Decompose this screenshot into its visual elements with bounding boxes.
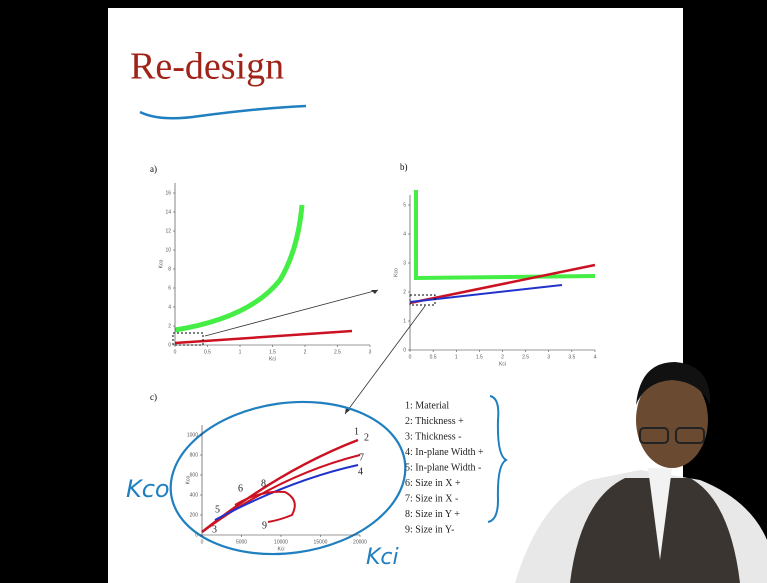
y-tick-label: 16 xyxy=(165,190,171,196)
legend-item: 2: Thickness + xyxy=(405,416,464,427)
y-tick-label: 800 xyxy=(190,452,199,458)
y-tick-label: 5 xyxy=(403,202,406,208)
x-tick-label: 15000 xyxy=(314,539,328,545)
legend-item: 9: Size in Y- xyxy=(405,524,454,535)
x-tick-label: 4 xyxy=(594,354,597,360)
legend-item: 6: Size in X + xyxy=(405,478,461,489)
x-tick-label: 3 xyxy=(547,354,550,360)
x-tick-label: 3 xyxy=(369,349,372,355)
y-tick-label: 1000 xyxy=(187,432,198,438)
x-tick-label: 0 xyxy=(201,539,204,545)
y-tick-label: 1 xyxy=(403,318,406,324)
y-tick-label: 200 xyxy=(190,512,199,518)
curve-label: 3 xyxy=(212,524,217,535)
x-tick-label: 1.5 xyxy=(476,354,483,360)
y-tick-label: 3 xyxy=(403,260,406,266)
curve-label: 8 xyxy=(261,478,266,489)
legend-item: 3: Thickness - xyxy=(405,431,461,442)
curve-label: 2 xyxy=(364,432,369,443)
curve-label: 5 xyxy=(215,504,220,515)
y-tick-label: 10 xyxy=(165,247,171,253)
curve-label: 1 xyxy=(354,426,359,437)
y-tick-label: 12 xyxy=(165,228,171,234)
x-tick-label: 1 xyxy=(455,354,458,360)
panel-label: b) xyxy=(400,162,408,172)
curve-label: 6 xyxy=(238,483,243,494)
x-tick-label: 0 xyxy=(409,354,412,360)
handwritten-kco: Kco xyxy=(126,475,170,503)
y-tick-label: 2 xyxy=(403,289,406,295)
curve-label: 9 xyxy=(262,520,267,531)
panel-label: a) xyxy=(150,164,157,174)
y-axis-label: Kco xyxy=(393,268,399,277)
legend-item: 4: In-plane Width + xyxy=(405,447,484,458)
y-tick-label: 2 xyxy=(168,323,171,329)
y-axis-label: Kco xyxy=(185,475,191,484)
x-tick-label: 1 xyxy=(239,349,242,355)
x-axis-label: Kci xyxy=(499,361,506,367)
handwritten-kci: Kci xyxy=(366,545,399,570)
screen: Re-design Kco Kci a)00.511.522.530246810… xyxy=(0,0,767,583)
y-tick-label: 4 xyxy=(403,231,406,237)
x-tick-label: 20000 xyxy=(353,539,367,545)
x-tick-label: 2 xyxy=(501,354,504,360)
curve-label: 4 xyxy=(358,466,363,477)
panel-label: c) xyxy=(150,392,157,402)
curve-label: 7 xyxy=(359,452,364,463)
y-tick-label: 14 xyxy=(165,209,171,215)
legend-item: 7: Size in X - xyxy=(405,493,458,504)
legend-item: 5: In-plane Width - xyxy=(405,462,481,473)
legend-item: 8: Size in Y + xyxy=(405,509,460,520)
x-tick-label: 0 xyxy=(174,349,177,355)
x-tick-label: 2.5 xyxy=(522,354,529,360)
slide-title: Re-design xyxy=(130,46,284,88)
y-axis-label: Kco xyxy=(158,259,164,268)
x-tick-label: 5000 xyxy=(236,539,247,545)
x-axis-label: Kci xyxy=(269,356,276,362)
legend-item: 1: Material xyxy=(405,400,449,411)
y-tick-label: 6 xyxy=(168,285,171,291)
page: {"slide":{"title":"Re-design", "figures"… xyxy=(0,0,767,583)
x-tick-label: 1.5 xyxy=(269,349,276,355)
y-tick-label: 0 xyxy=(403,347,406,353)
y-tick-label: 0 xyxy=(168,342,171,348)
x-tick-label: 10000 xyxy=(274,539,288,545)
x-tick-label: 2 xyxy=(304,349,307,355)
x-tick-label: 3.5 xyxy=(568,354,575,360)
x-tick-label: 2.5 xyxy=(334,349,341,355)
y-tick-label: 400 xyxy=(190,492,199,498)
x-tick-label: 0.5 xyxy=(430,354,437,360)
x-axis-label: Kci xyxy=(278,546,285,552)
y-tick-label: 8 xyxy=(168,266,171,272)
y-tick-label: 0 xyxy=(195,532,198,538)
y-tick-label: 4 xyxy=(168,304,171,310)
x-tick-label: 0.5 xyxy=(204,349,211,355)
